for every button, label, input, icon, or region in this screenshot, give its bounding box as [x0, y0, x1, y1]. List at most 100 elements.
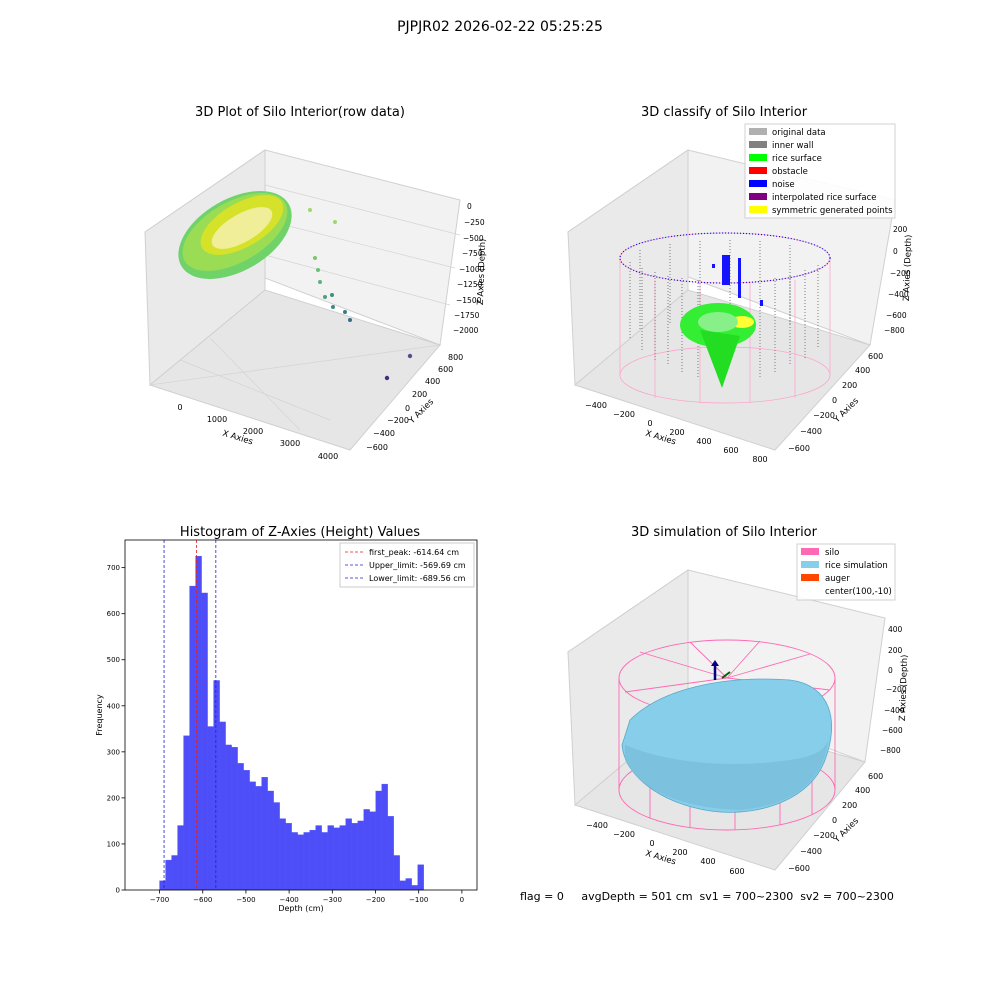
p1-ztick: −1750: [454, 311, 480, 320]
p4-xtick: 0: [649, 839, 654, 848]
histogram-y-ticks: 0 100 200 300 400 500 600 700: [107, 564, 125, 895]
y-tick-label: 300: [107, 748, 120, 756]
p2-ztick: −800: [884, 326, 905, 335]
histogram-bar: [261, 777, 268, 891]
p4-ztick: 400: [888, 625, 903, 634]
histogram-bar: [357, 820, 364, 891]
p2-ytick: −400: [800, 427, 822, 436]
histogram-bar: [351, 823, 358, 891]
status-line: flag = 0 avgDepth = 501 cm sv1 = 700~230…: [520, 890, 894, 903]
p2-xtick: 200: [669, 428, 684, 437]
legend-label: silo: [825, 548, 839, 558]
legend-label: inner wall: [772, 141, 813, 151]
histogram-bar: [243, 770, 250, 891]
histogram-bar: [375, 790, 382, 891]
x-tick-label: −400: [280, 896, 299, 904]
histogram-bar: [285, 823, 292, 891]
p4-ytick: −400: [800, 847, 822, 856]
histogram-bar: [333, 827, 340, 891]
p1-xtick: 3000: [280, 439, 300, 448]
legend-swatch-silo: [801, 548, 819, 555]
panel2-title: 3D classify of Silo Interior: [641, 105, 808, 120]
legend-swatch-interp: [749, 193, 767, 200]
histogram-bar: [405, 878, 412, 891]
p4-ytick: 0: [832, 816, 837, 825]
panel1-z-ticks: 0 −250 −500 −750 −1000 −1250 −1500 −1750…: [453, 202, 485, 335]
x-tick-label: −100: [409, 896, 428, 904]
p2-xtick: 800: [752, 455, 767, 464]
p2-xtick: −200: [613, 410, 635, 419]
histogram-bar: [369, 811, 376, 891]
histogram-bar: [189, 585, 196, 891]
panel4-x-ticks: −400 −200 0 200 400 600: [586, 821, 745, 876]
histogram-bar: [249, 781, 256, 891]
histogram-bar: [387, 816, 394, 891]
panel1-gridlines: [149, 184, 461, 431]
p1-ytick: 0: [405, 404, 410, 413]
histogram-bar: [315, 825, 322, 891]
panel4-y-ticks: −600 −400 −200 0 200 400 600: [788, 772, 883, 873]
p4-xtick: 200: [672, 848, 687, 857]
panel-classify-3d: 3D classify of Silo Interior: [566, 105, 914, 464]
histogram-bar: [237, 763, 244, 891]
legend-upper-limit: Upper_limit: -569.69 cm: [369, 561, 466, 570]
histogram-bar: [303, 832, 310, 891]
histogram-bar: [171, 855, 178, 891]
legend-label: symmetric generated points: [772, 206, 893, 216]
y-tick-label: 400: [107, 702, 120, 710]
legend-label: original data: [772, 128, 826, 138]
panel4-title: 3D simulation of Silo Interior: [631, 525, 818, 540]
p2-ytick: 400: [855, 366, 870, 375]
histogram-bar: [363, 809, 370, 891]
x-tick-label: −500: [236, 896, 255, 904]
p1-ztick: −500: [463, 234, 484, 243]
histogram-bar: [207, 726, 214, 891]
legend-lower-limit: Lower_limit: -689.56 cm: [369, 574, 466, 583]
p2-xtick: −400: [585, 401, 607, 410]
panel1-outliers: [308, 208, 413, 381]
p1-xtick: 2000: [243, 427, 263, 436]
histogram-bar: [273, 802, 280, 891]
histogram-xlabel: Depth (cm): [278, 904, 323, 913]
histogram-bar: [297, 834, 304, 891]
p1-ytick: −400: [373, 429, 395, 438]
legend-swatch-auger: [801, 574, 819, 581]
p1-ytick: 600: [438, 365, 453, 374]
p4-ztick: −200: [886, 685, 907, 694]
panel4-rice-shade: [625, 740, 828, 810]
panel-histogram: Histogram of Z-Axies (Height) Values −70…: [95, 525, 478, 913]
histogram-axes-frame: [124, 539, 478, 891]
panel2-legend: original data inner wall rice surface ob…: [744, 123, 896, 219]
histogram-bar: [159, 880, 166, 891]
panel1-y-ticks: −600 −400 −200 0 200 400 600 800: [366, 353, 463, 452]
p4-ztick: 200: [888, 646, 903, 655]
panel4-legend: silo rice simulation auger center(100,-1…: [796, 543, 896, 601]
p1-zlabel: Z Axies (Depth): [476, 238, 488, 305]
y-tick-label: 200: [107, 794, 120, 802]
p2-ytick: 200: [842, 381, 857, 390]
panel4-z-ticks: 400 200 0 −200 −400 −600 −800: [880, 625, 907, 755]
p4-xtick: 400: [700, 857, 715, 866]
legend-swatch-rice-surface: [749, 154, 767, 161]
p2-ytick: 600: [868, 352, 883, 361]
x-tick-label: −700: [150, 896, 169, 904]
p1-ytick: −600: [366, 443, 388, 452]
p1-ztick: −1500: [456, 296, 482, 305]
panel3-title: Histogram of Z-Axies (Height) Values: [180, 525, 420, 540]
histogram-bar: [339, 825, 346, 891]
p4-ztick: 0: [888, 666, 893, 675]
p1-ztick: −2000: [453, 326, 479, 335]
p1-ztick: −1250: [457, 280, 483, 289]
p4-ytick: 400: [855, 786, 870, 795]
histogram-bar: [411, 885, 418, 891]
y-tick-label: 100: [107, 840, 120, 848]
p4-ztick: −800: [880, 746, 901, 755]
p4-zlabel: Z Axies (Depth): [898, 654, 910, 721]
panel2-z-ticks: 200 0 −200 −400 −600 −800: [884, 225, 911, 335]
panel4-auger-icon: [711, 660, 731, 680]
x-tick-label: −200: [366, 896, 385, 904]
histogram-bar: [321, 832, 328, 891]
histogram-bar: [291, 832, 298, 891]
legend-label: rice surface: [772, 154, 822, 164]
